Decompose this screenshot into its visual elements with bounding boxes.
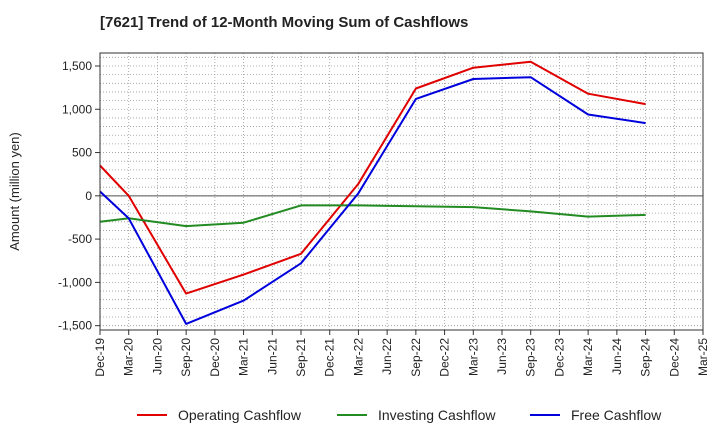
x-tick-label: Sep-20 [179,338,193,377]
series-line-2 [99,76,646,325]
y-tick-label: 0 [85,189,92,203]
ytick-layer: -1,500 -1,000 -500 0 500 1,000 1,500 [58,59,100,333]
x-tick-label: Mar-22 [351,338,365,376]
y-tick-label: 1,500 [62,59,92,73]
grid-layer [99,53,704,330]
x-tick-label: Dec-21 [323,338,337,377]
legend-label-1: Investing Cashflow [378,407,496,423]
x-tick-label: Mar-20 [122,338,136,376]
y-tick-label: 1,000 [62,102,92,116]
series-line-0 [99,60,646,295]
y-tick-label: 500 [72,146,92,160]
x-tick-label: Sep-24 [639,338,653,377]
x-tick-label: Mar-23 [466,338,480,376]
series-line-1 [99,204,646,228]
x-tick-label: Jun-22 [380,338,394,375]
series-layer [99,60,646,325]
legend-label-0: Operating Cashflow [178,407,302,423]
plot-frame [99,52,704,331]
x-tick-label: Mar-24 [581,338,595,376]
x-tick-label: Mar-25 [696,338,710,376]
x-tick-label: Sep-23 [524,338,538,377]
y-axis-label: Amount (million yen) [7,132,22,251]
x-tick-label: Dec-20 [208,338,222,377]
legend: Operating Cashflow Investing Cashflow Free… [137,407,662,423]
x-tick-label: Jun-21 [265,338,279,375]
legend-label-2: Free Cashflow [571,407,662,423]
x-tick-label: Jun-23 [495,338,509,375]
x-tick-label: Jun-20 [150,338,164,375]
x-tick-label: Dec-22 [438,338,452,377]
x-tick-label: Sep-22 [409,338,423,377]
y-tick-label: -1,500 [58,319,92,333]
y-tick-label: -1,000 [58,275,92,289]
x-tick-label: Sep-21 [294,338,308,377]
x-tick-label: Dec-24 [667,338,681,377]
chart-title: [7621] Trend of 12-Month Moving Sum of C… [100,14,469,31]
x-tick-label: Mar-21 [237,338,251,376]
xtick-layer: Dec-19 Mar-20 Jun-20 Sep-20 Dec-20 Mar-21 Jun-… [93,330,710,377]
x-tick-label: Dec-23 [552,338,566,377]
x-tick-label: Jun-24 [610,338,624,375]
x-tick-label: Dec-19 [93,338,107,377]
y-tick-label: -500 [68,232,92,246]
